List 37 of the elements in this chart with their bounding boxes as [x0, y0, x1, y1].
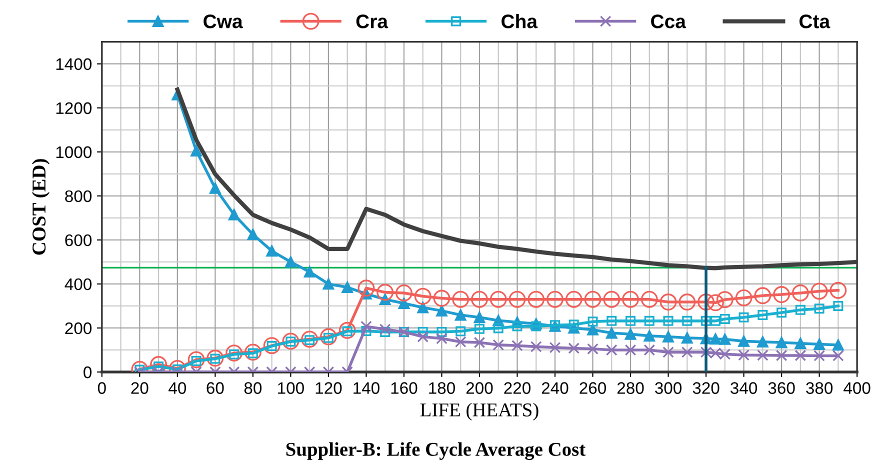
legend-label: Cwa	[204, 14, 243, 28]
y-tick-label: 600	[65, 234, 92, 246]
x-tick-label: 60	[206, 382, 224, 394]
y-tick-label: 200	[65, 322, 92, 334]
x-axis-title: LIFE (HEATS)	[420, 402, 538, 420]
y-tick-label: 1200	[56, 102, 92, 114]
x-tick-label: 120	[316, 382, 342, 394]
x-tick-label: 80	[244, 382, 262, 394]
x-tick-label: 220	[504, 382, 530, 394]
y-tick-label: 800	[65, 190, 92, 202]
x-tick-label: 260	[580, 382, 606, 394]
y-axis-title: COST (ED)	[32, 159, 50, 255]
x-tick-label: 0	[98, 382, 106, 394]
x-tick-label: 40	[168, 382, 186, 394]
x-tick-label: 380	[806, 382, 833, 394]
y-tick-label: 0	[84, 366, 92, 378]
x-tick-label: 180	[429, 382, 455, 394]
legend-label: Cha	[502, 14, 538, 28]
x-tick-label: 240	[542, 382, 568, 394]
text: Supplier-B: Life Cycle Average Cost	[286, 442, 586, 460]
x-tick-label: 20	[131, 382, 148, 394]
legend-label: Cca	[651, 14, 686, 28]
x-tick-label: 100	[278, 382, 304, 394]
x-tick-label: 280	[617, 382, 644, 394]
x-tick-label: 200	[466, 382, 493, 394]
x-tick-label: 140	[354, 382, 380, 394]
x-tick-label: 160	[391, 382, 418, 394]
x-tick-label: 340	[730, 382, 758, 394]
x-tick-label: 300	[655, 382, 682, 394]
x-tick-label: 320	[692, 382, 720, 394]
y-tick-label: 1400	[56, 58, 92, 70]
legend-label: Cta	[800, 14, 830, 28]
legend-label: Cra	[356, 14, 388, 28]
y-tick-label: 1000	[56, 146, 92, 158]
y-tick-label: 400	[64, 278, 92, 290]
x-tick-label: 360	[768, 382, 795, 394]
x-tick-label: 400	[844, 382, 870, 394]
